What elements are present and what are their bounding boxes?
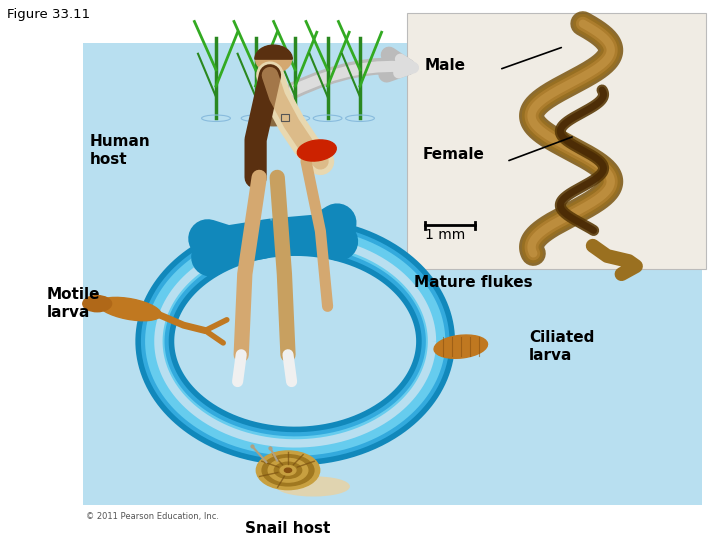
Text: Female: Female — [423, 147, 485, 162]
Ellipse shape — [98, 298, 161, 321]
Ellipse shape — [434, 335, 487, 359]
Circle shape — [256, 46, 292, 72]
Ellipse shape — [256, 451, 320, 490]
Ellipse shape — [268, 458, 308, 482]
Text: © 2011 Pearson Education, Inc.: © 2011 Pearson Education, Inc. — [86, 512, 220, 521]
Bar — [281, 114, 289, 121]
Ellipse shape — [277, 477, 349, 496]
Wedge shape — [255, 45, 292, 59]
Text: Ciliated
larva: Ciliated larva — [529, 330, 595, 363]
Text: Human
host: Human host — [90, 134, 150, 167]
Text: Figure 33.11: Figure 33.11 — [7, 8, 90, 21]
Text: Snail host: Snail host — [246, 521, 330, 536]
Bar — [407, 14, 706, 269]
Ellipse shape — [284, 468, 292, 472]
Text: 1 mm: 1 mm — [425, 228, 465, 242]
Text: Mature flukes: Mature flukes — [414, 275, 533, 290]
Text: Male: Male — [425, 58, 466, 72]
Bar — [83, 43, 702, 505]
Ellipse shape — [274, 462, 302, 478]
Ellipse shape — [262, 455, 314, 486]
Ellipse shape — [259, 116, 288, 126]
Text: Motile
larva: Motile larva — [47, 287, 100, 320]
Ellipse shape — [83, 295, 112, 312]
Ellipse shape — [297, 140, 336, 161]
Ellipse shape — [280, 465, 296, 475]
